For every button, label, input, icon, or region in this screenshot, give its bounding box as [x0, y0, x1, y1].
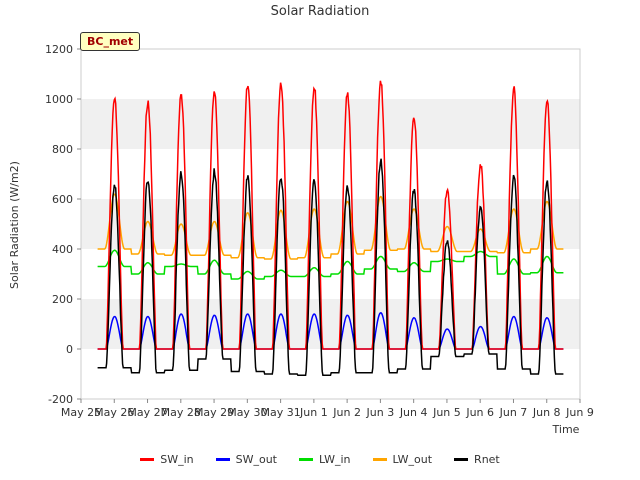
y-tick-label: -200	[48, 393, 73, 406]
legend-swatch	[140, 458, 155, 461]
y-axis-title: Solar Radiation (W/m2)	[8, 161, 21, 289]
legend-item-sw-out: SW_out	[215, 453, 277, 466]
series-line-sw-in	[97, 80, 564, 350]
y-axis: -200 0 200 400 600 800 1000 1200	[45, 43, 81, 406]
legend-item-rnet: Rnet	[454, 453, 500, 466]
legend-item-sw-in: SW_in	[140, 453, 194, 466]
legend-label: LW_in	[319, 453, 351, 466]
x-tick-label: May 26	[94, 406, 134, 419]
y-tick-label: 200	[52, 293, 73, 306]
x-tick-label: Jun 7	[499, 406, 528, 419]
grid-band	[81, 99, 580, 149]
y-tick-label: 800	[52, 143, 73, 156]
y-tick-label: 1000	[45, 93, 73, 106]
y-tick-label: 400	[52, 243, 73, 256]
plot-frame	[80, 48, 581, 400]
x-tick-label: Jun 5	[432, 406, 461, 419]
grid-band	[81, 199, 580, 249]
y-tick-label: 0	[66, 343, 73, 356]
x-tick-label: May 28	[161, 406, 201, 419]
series-line-rnet	[97, 158, 564, 377]
chart-title: Solar Radiation	[271, 4, 370, 19]
grid-bands	[81, 99, 580, 349]
legend-label: Rnet	[474, 453, 500, 466]
x-tick-label: May 25	[61, 406, 101, 419]
station-label: BC_met	[80, 32, 141, 51]
x-tick-label: May 31	[260, 406, 300, 419]
x-tick-label: Jun 6	[465, 406, 494, 419]
legend-label: LW_out	[392, 453, 433, 466]
grid-band	[81, 299, 580, 349]
y-tick-label: 1200	[45, 43, 73, 56]
y-tick-label: 600	[52, 193, 73, 206]
x-tick-label: Jun 8	[532, 406, 561, 419]
x-tick-label: Jun 2	[332, 406, 361, 419]
x-tick-label: May 27	[127, 406, 167, 419]
x-tick-label: May 29	[194, 406, 234, 419]
x-tick-label: Jun 1	[299, 406, 328, 419]
x-tick-label: May 30	[227, 406, 267, 419]
x-axis-title: Time	[552, 423, 580, 436]
x-tick-label: Jun 9	[565, 406, 594, 419]
x-tick-label: Jun 3	[366, 406, 395, 419]
series-layer	[97, 80, 564, 377]
legend-item-lw-out: LW_out	[372, 453, 433, 466]
legend-swatch	[299, 458, 313, 461]
legend-label: SW_out	[235, 453, 277, 466]
legend-swatch	[215, 458, 230, 461]
legend-swatch	[372, 458, 387, 461]
x-tick-label: Jun 4	[399, 406, 428, 419]
legend-label: SW_in	[160, 453, 194, 466]
legend-item-lw-in: LW_in	[299, 453, 351, 466]
legend-swatch	[454, 458, 469, 461]
legend: SW_in SW_out LW_in LW_out Rnet	[0, 453, 640, 466]
